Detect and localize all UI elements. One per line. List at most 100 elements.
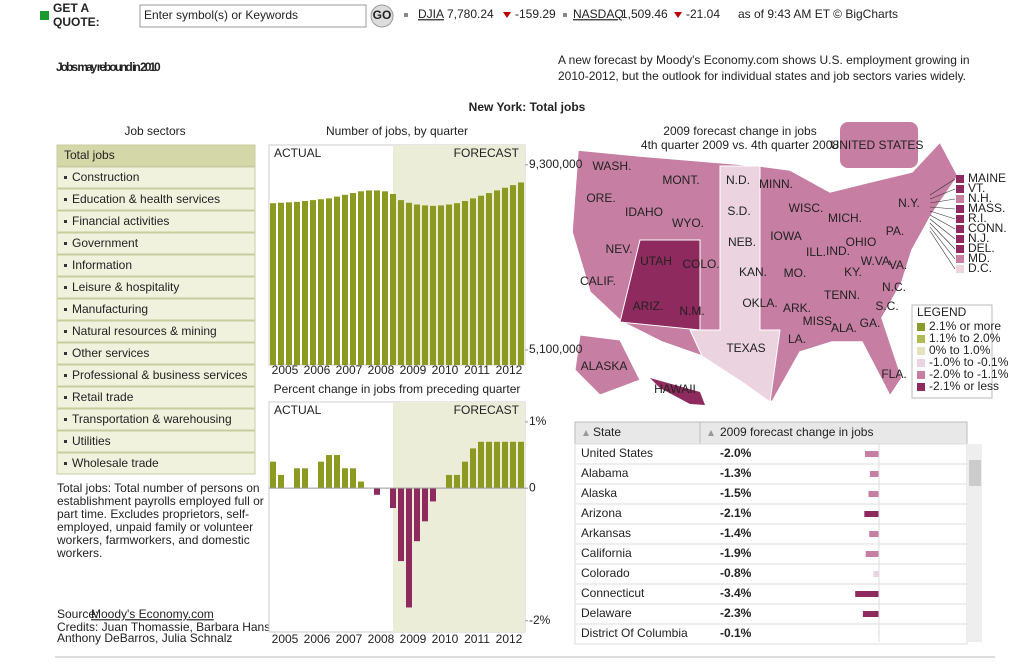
ticker-name[interactable]: NASDAQ	[573, 7, 624, 21]
sector-row[interactable]	[56, 320, 256, 343]
down-arrow	[674, 12, 682, 18]
sector-row[interactable]	[56, 452, 256, 475]
state-label: MICH.	[828, 211, 862, 225]
sector-item[interactable]: Natural resources & mining	[72, 324, 217, 338]
legend-title: LEGEND	[917, 305, 967, 319]
change-bar	[865, 551, 879, 557]
bar	[310, 200, 316, 365]
bar	[334, 455, 340, 489]
state-label: MD.	[968, 251, 990, 265]
state-label: ARK.	[783, 301, 811, 315]
state-label: TEXAS	[726, 341, 765, 355]
bullet	[64, 264, 67, 267]
x-tick-label: 2007	[336, 632, 363, 646]
state-label: KY.	[844, 265, 862, 279]
sector-row[interactable]	[56, 232, 256, 255]
bullet	[64, 396, 67, 399]
go-button[interactable]	[370, 4, 394, 28]
sector-item[interactable]: Construction	[72, 170, 139, 184]
note-line: part time. Excludes proprietors, self-	[57, 507, 249, 521]
bar	[294, 468, 300, 489]
y-tick-label: 1%	[529, 414, 547, 428]
sector-row[interactable]	[56, 364, 256, 387]
state-label: UTAH	[640, 254, 672, 268]
down-arrow	[503, 12, 511, 18]
legend-swatch	[917, 347, 925, 355]
state-label: R.I.	[968, 211, 987, 225]
leader-line	[929, 226, 956, 260]
y-tick-label: 0	[529, 480, 536, 494]
go-label[interactable]: GO	[373, 8, 392, 22]
table-row	[574, 523, 968, 545]
note-line: establishment payrolls employed full or	[57, 494, 264, 508]
actual-label: ACTUAL	[274, 403, 322, 417]
bar	[438, 205, 444, 365]
sector-item[interactable]: Government	[72, 236, 139, 250]
sector-row[interactable]	[56, 298, 256, 321]
state-label: IOWA	[770, 229, 802, 243]
search-input[interactable]	[139, 4, 367, 28]
state-label: WISC.	[789, 201, 824, 215]
sector-row[interactable]	[56, 276, 256, 299]
sector-item[interactable]: Total jobs	[64, 148, 115, 162]
table-header[interactable]: State	[593, 425, 621, 439]
sector-item[interactable]: Other services	[72, 346, 149, 360]
sector-item[interactable]: Retail trade	[72, 390, 134, 404]
sector-item[interactable]: Education & health services	[72, 192, 220, 206]
sector-item[interactable]: Professional & business services	[72, 368, 247, 382]
sector-row[interactable]	[56, 254, 256, 277]
ticker-change: -21.04	[686, 7, 720, 21]
state-label: UNITED STATES	[831, 138, 924, 152]
state-name: Arizona	[581, 506, 622, 520]
bar	[454, 203, 460, 365]
x-tick-label: 2009	[400, 632, 427, 646]
sector-item[interactable]: Manufacturing	[72, 302, 148, 316]
note-line: employed, unpaid family or volunteer	[57, 520, 253, 534]
legend-swatch	[917, 335, 925, 343]
scrollbar[interactable]	[968, 444, 982, 642]
note-line: Total jobs: Total number of persons on	[57, 481, 260, 495]
quote-label: QUOTE:	[53, 15, 100, 29]
bullet	[64, 176, 67, 179]
map-region	[619, 239, 701, 331]
sector-item[interactable]: Transportation & warehousing	[72, 412, 232, 426]
state-label: S.D.	[727, 204, 750, 218]
sector-item[interactable]: Information	[72, 258, 132, 272]
bar	[510, 441, 516, 489]
scroll-thumb[interactable]	[969, 460, 981, 486]
sector-row[interactable]	[56, 188, 256, 211]
sector-row[interactable]	[56, 408, 256, 431]
sector-item[interactable]: Financial activities	[72, 214, 169, 228]
sector-row[interactable]	[56, 386, 256, 409]
sector-row[interactable]	[56, 210, 256, 233]
sector-item[interactable]: Utilities	[72, 434, 111, 448]
sector-row[interactable]	[56, 342, 256, 365]
sector-row[interactable]	[56, 166, 256, 189]
sector-row[interactable]	[56, 430, 256, 453]
bullet	[64, 308, 67, 311]
table-header[interactable]: 2009 forecast change in jobs	[720, 425, 873, 439]
sector-item[interactable]: Wholesale trade	[72, 456, 159, 470]
source-link[interactable]: Moody's Economy.com	[91, 607, 214, 621]
value-label: -0.1%	[720, 626, 752, 640]
bar	[430, 488, 436, 502]
leader-line	[929, 222, 956, 250]
bar	[518, 441, 524, 489]
state-label: CALIF.	[580, 274, 616, 288]
bar	[454, 474, 460, 489]
bar	[390, 488, 396, 509]
bar	[334, 196, 340, 365]
state-label: FLA.	[881, 367, 906, 381]
state-label: ALA.	[831, 321, 857, 335]
map-region	[689, 165, 781, 403]
ticker-name[interactable]: DJIA	[418, 7, 444, 21]
sector-row[interactable]	[56, 144, 256, 167]
sector-item[interactable]: Leisure & hospitality	[72, 280, 179, 294]
quote-icon	[40, 11, 49, 20]
state-label: MO.	[784, 266, 807, 280]
bar	[406, 488, 412, 608]
state-label: MASS.	[968, 201, 1005, 215]
legend-swatch	[917, 371, 925, 379]
